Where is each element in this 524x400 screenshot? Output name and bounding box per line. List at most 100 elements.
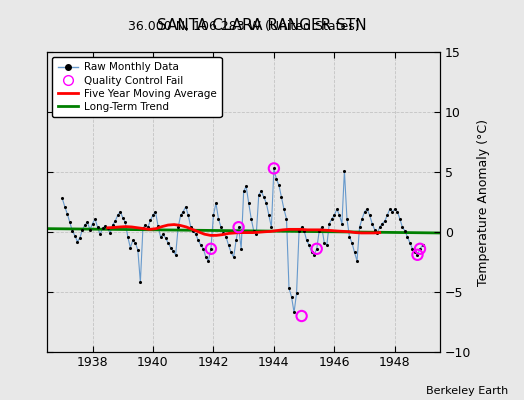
Point	[255, 192, 263, 198]
Point	[187, 224, 195, 230]
Point	[413, 252, 422, 258]
Point	[141, 222, 149, 228]
Point	[287, 294, 296, 300]
Point	[73, 238, 82, 245]
Point	[413, 252, 422, 258]
Point	[348, 240, 356, 246]
Point	[252, 231, 260, 238]
Point	[68, 228, 77, 234]
Point	[298, 224, 306, 230]
Point	[83, 219, 92, 226]
Point	[217, 224, 225, 230]
Y-axis label: Temperature Anomaly (°C): Temperature Anomaly (°C)	[477, 118, 490, 286]
Point	[418, 242, 427, 248]
Point	[154, 223, 162, 229]
Point	[202, 254, 210, 260]
Point	[406, 240, 414, 246]
Point	[386, 206, 394, 212]
Point	[108, 222, 117, 228]
Point	[323, 242, 331, 248]
Point	[247, 216, 255, 222]
Point	[101, 223, 110, 229]
Point	[315, 228, 323, 234]
Point	[75, 235, 84, 241]
Point	[262, 200, 270, 206]
Point	[99, 225, 107, 232]
Point	[411, 249, 419, 256]
Point	[139, 225, 147, 232]
Point	[257, 188, 266, 194]
Point	[204, 258, 213, 264]
Point	[214, 216, 223, 222]
Point	[267, 224, 276, 230]
Point	[207, 246, 215, 252]
Point	[237, 246, 245, 252]
Point	[343, 216, 351, 222]
Point	[351, 249, 359, 256]
Point	[295, 228, 303, 234]
Point	[320, 240, 329, 246]
Legend: Raw Monthly Data, Quality Control Fail, Five Year Moving Average, Long-Term Tren: Raw Monthly Data, Quality Control Fail, …	[52, 57, 222, 117]
Point	[209, 212, 217, 218]
Point	[144, 224, 152, 230]
Point	[416, 246, 424, 252]
Point	[270, 165, 278, 172]
Point	[89, 220, 97, 227]
Point	[370, 226, 379, 233]
Point	[388, 208, 397, 215]
Point	[259, 194, 268, 200]
Point	[242, 183, 250, 190]
Point	[114, 212, 122, 218]
Point	[340, 168, 348, 174]
Text: SANTA CLARA RANGER STN: SANTA CLARA RANGER STN	[157, 18, 367, 33]
Point	[403, 234, 412, 240]
Point	[355, 224, 364, 230]
Point	[86, 226, 94, 233]
Point	[171, 252, 180, 258]
Point	[358, 216, 366, 222]
Point	[146, 217, 155, 223]
Point	[310, 252, 319, 258]
Point	[353, 258, 361, 264]
Point	[227, 249, 235, 256]
Point	[318, 224, 326, 230]
Point	[167, 244, 175, 251]
Point	[365, 212, 374, 218]
Point	[151, 208, 160, 215]
Point	[277, 194, 286, 200]
Point	[159, 231, 167, 238]
Point	[376, 224, 384, 230]
Point	[249, 228, 258, 234]
Point	[174, 224, 182, 230]
Point	[71, 232, 79, 239]
Point	[396, 216, 404, 222]
Point	[312, 246, 321, 252]
Point	[338, 220, 346, 227]
Point	[207, 246, 215, 252]
Point	[96, 231, 104, 238]
Point	[111, 218, 119, 224]
Point	[383, 212, 391, 218]
Point	[312, 246, 321, 252]
Point	[298, 313, 306, 319]
Point	[408, 246, 417, 252]
Point	[308, 249, 316, 256]
Point	[58, 195, 67, 202]
Point	[63, 211, 71, 217]
Point	[285, 285, 293, 292]
Point	[164, 240, 172, 246]
Point	[380, 218, 389, 224]
Point	[302, 237, 311, 244]
Point	[292, 290, 301, 296]
Point	[361, 208, 369, 215]
Point	[136, 279, 145, 286]
Point	[179, 208, 188, 215]
Point	[184, 212, 192, 218]
Point	[300, 228, 308, 234]
Point	[126, 244, 135, 251]
Point	[378, 220, 386, 227]
Point	[194, 237, 202, 244]
Point	[368, 220, 376, 227]
Point	[280, 206, 288, 212]
Point	[328, 216, 336, 222]
